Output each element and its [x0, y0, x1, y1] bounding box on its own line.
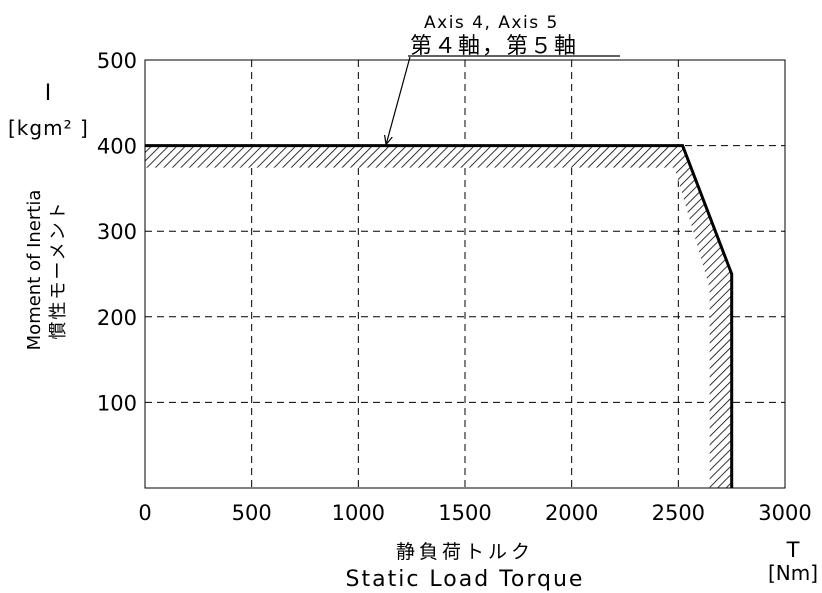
y-unit: [kgm² ]	[8, 116, 89, 140]
x-unit: [Nm]	[768, 561, 818, 585]
x-tick-labels: 0 500 1000 1500 2000 2500 3000	[138, 501, 811, 525]
annotation-en: Axis 4, Axis 5	[424, 13, 559, 33]
x-symbol: T	[786, 538, 800, 562]
y-tick-labels: 100 200 300 400 500	[97, 49, 137, 415]
x-tick-label: 500	[232, 501, 272, 525]
x-tick-label: 2000	[545, 501, 598, 525]
y-symbol: I	[45, 81, 52, 106]
x-tick-label: 1500	[438, 501, 491, 525]
x-axis-title-en: Static Load Torque	[346, 567, 585, 592]
plot-frame	[144, 59, 786, 489]
x-tick-label: 0	[138, 501, 151, 525]
series-line-axis4-axis5	[145, 144, 734, 488]
x-tick-label: 2500	[652, 501, 705, 525]
annotation-arrow	[386, 56, 411, 145]
grid-lines	[145, 60, 785, 488]
x-axis-title-jp: 静負荷トルク	[396, 541, 534, 563]
y-axis-title-en: Moment of Inertia	[24, 190, 45, 351]
y-tick-label: 300	[97, 220, 137, 244]
y-tick-label: 500	[97, 49, 137, 73]
annotation-jp: 第４軸，第５軸	[410, 34, 578, 59]
x-tick-label: 3000	[758, 501, 811, 525]
y-tick-label: 400	[97, 135, 137, 159]
y-tick-label: 100	[97, 391, 137, 415]
y-axis-title-jp: 慣性モーメント	[48, 200, 69, 339]
x-tick-label: 1000	[332, 501, 385, 525]
y-tick-label: 200	[97, 306, 137, 330]
